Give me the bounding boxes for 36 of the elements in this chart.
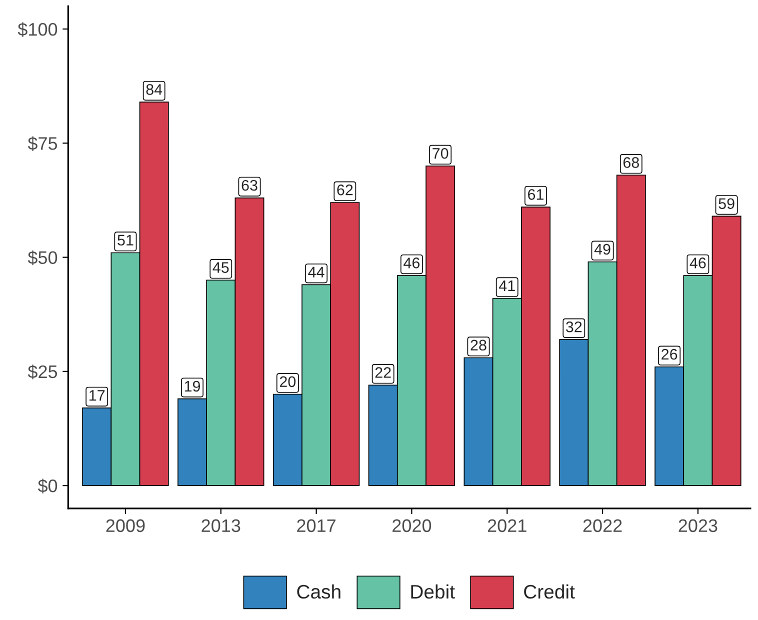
y-tick-label: $25 [28,364,58,380]
data-label: 61 [528,189,544,200]
data-label: 63 [242,180,258,191]
legend-label: Debit [411,584,455,599]
data-label: 17 [90,390,105,401]
x-tick-label: 2013 [202,519,240,532]
data-label: 70 [432,148,448,159]
data-label: 44 [308,266,324,278]
legend-label: Credit [524,584,575,599]
data-label: 22 [375,367,391,378]
data-label: 84 [146,84,162,95]
x-tick-label: 2023 [678,519,718,532]
legend-label: Cash [297,584,340,599]
y-tick-label: $0 [38,478,58,494]
data-label: 20 [280,376,296,388]
data-label: 28 [470,340,486,351]
data-label: 59 [718,198,734,210]
data-label: 26 [662,348,678,360]
x-tick-label: 2022 [583,519,622,532]
x-tick-label: 2021 [488,519,526,532]
x-tick-label: 2017 [297,519,336,532]
data-label: 46 [690,258,706,268]
data-label: 19 [184,380,200,392]
data-label: 49 [594,244,610,255]
data-label: 46 [404,258,420,268]
data-label: 68 [623,157,639,168]
data-label: 41 [498,280,515,292]
y-tick-label: $100 [18,22,58,37]
y-tick-label: $50 [28,250,58,266]
data-label: 51 [118,234,134,246]
y-tick-label: $75 [28,136,58,151]
data-label: 45 [212,262,229,273]
x-tick-label: 2020 [392,519,432,532]
data-label: 32 [566,321,582,332]
x-tick-label: 2009 [106,519,145,532]
data-label: 62 [337,184,353,196]
